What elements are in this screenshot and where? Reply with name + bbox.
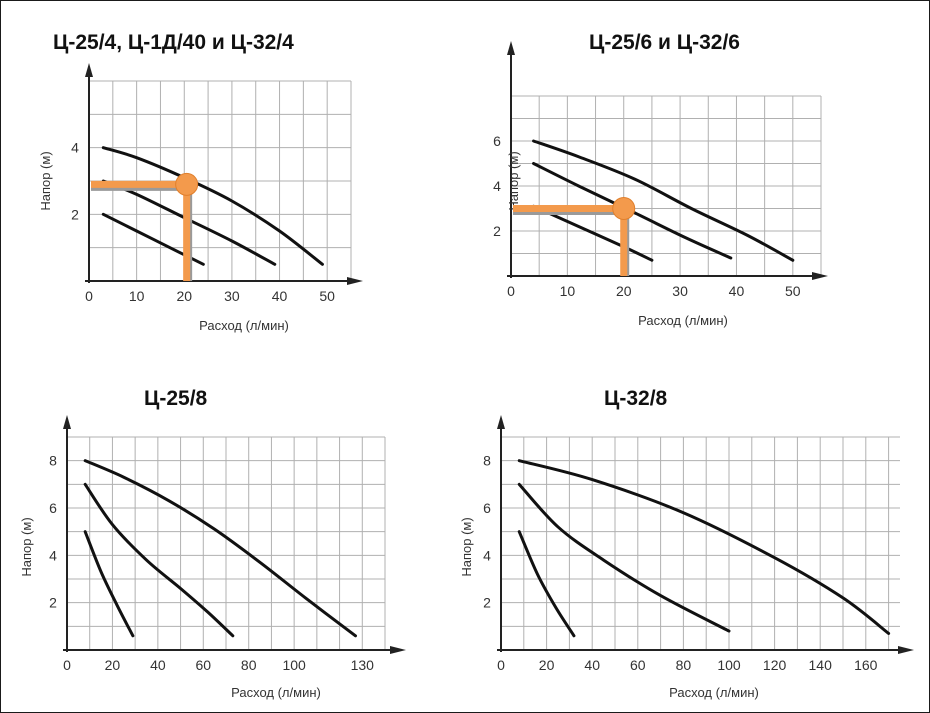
x-tick-label: 20 [176,288,192,304]
pump-curve-2 [517,482,731,633]
operating-point-dot [612,197,636,220]
chart-2-svg: 0 10 20 30 40 50 2 4 6 Расход (л/мин) Напор (м) [493,41,828,328]
chart-4-svg: 0 20 40 60 80 100 120 140 160 2 4 6 8 Расход (л/мин) Н… [459,415,914,700]
chart-panel-4: Ц-32/8 0 20 40 60 80 100 120 140 160 2 4 6 8 Расход (… [459,357,930,713]
x-axis-label: Расход (л/мин) [638,313,728,328]
x-axis-label: Расход (л/мин) [199,318,289,333]
x-tick-label: 10 [129,288,145,304]
y-tick-label: 2 [71,206,79,222]
x-tick-label: 140 [809,657,833,673]
y-tick-label: 4 [49,547,57,563]
chart-panel-3: Ц-25/8 0 20 40 60 80 100 130 2 4 6 8 Расход (л/мин)… [1,357,466,713]
pump-curve-1 [517,459,891,635]
y-tick-label: 6 [483,500,491,516]
x-axis-arrow [390,646,406,654]
y-axis-label: Напор (м) [19,517,34,576]
x-tick-label: 100 [717,657,741,673]
y-tick-label: 4 [71,140,79,156]
x-tick-label: 80 [241,657,257,673]
y-tick-label: 4 [483,547,491,563]
y-tick-label: 2 [493,223,501,239]
chart-3-svg: 0 20 40 60 80 100 130 2 4 6 8 Расход (л/мин) Напор (… [19,415,406,700]
x-axis-arrow [898,646,914,654]
x-tick-label: 0 [85,288,93,304]
y-axis-label: Напор (м) [459,517,474,576]
x-tick-label: 30 [672,283,688,299]
x-tick-label: 60 [195,657,211,673]
pump-curve-1 [532,139,795,262]
x-tick-label: 30 [224,288,240,304]
pump-curve-2 [83,482,235,638]
pump-curve-3 [532,204,654,262]
y-tick-label: 6 [49,500,57,516]
y-tick-label: 8 [49,453,57,469]
x-tick-label: 0 [63,657,71,673]
pump-curve-3 [517,530,576,638]
chart-panel-1: Ц-25/4, Ц-1Д/40 и Ц-32/4 0 10 20 30 40 50 2 4 Ра… [1,1,466,357]
x-tick-label: 40 [729,283,745,299]
y-tick-label: 6 [493,133,501,149]
x-tick-label: 20 [539,657,555,673]
x-tick-label: 130 [351,657,375,673]
x-tick-label: 100 [282,657,306,673]
chart-panel-2: Ц-25/6 и Ц-32/6 0 10 20 30 40 50 2 4 6 Расход (л/… [466,1,930,357]
chart-title: Ц-25/6 и Ц-32/6 [589,31,740,54]
x-tick-label: 40 [150,657,166,673]
x-tick-label: 0 [497,657,505,673]
x-tick-label: 80 [676,657,692,673]
y-axis-arrow [507,41,515,55]
y-axis-arrow [63,415,71,429]
x-tick-label: 120 [763,657,787,673]
x-axis-arrow [812,272,828,280]
x-tick-label: 40 [272,288,288,304]
y-axis-arrow [85,63,93,77]
x-tick-label: 20 [105,657,121,673]
x-tick-label: 40 [584,657,600,673]
y-axis-label: Напор (м) [506,151,521,210]
x-axis-label: Расход (л/мин) [669,685,759,700]
y-tick-label: 2 [483,595,491,611]
x-tick-label: 10 [560,283,576,299]
x-axis-arrow [347,277,363,285]
chart-title: Ц-25/8 [144,387,208,410]
y-tick-label: 8 [483,453,491,469]
x-tick-label: 0 [507,283,515,299]
x-tick-label: 50 [319,288,335,304]
pump-curve-3 [83,530,135,638]
y-tick-label: 4 [493,178,501,194]
y-axis-arrow [497,415,505,429]
x-tick-label: 160 [854,657,878,673]
x-tick-label: 60 [630,657,646,673]
pump-curve-2 [532,162,733,260]
x-axis-label: Расход (л/мин) [231,685,321,700]
chart-title: Ц-32/8 [604,387,668,410]
chart-title: Ц-25/4, Ц-1Д/40 и Ц-32/4 [53,31,294,54]
operating-point-dot [175,172,199,196]
y-axis-label: Напор (м) [38,151,53,210]
chart-1-svg: 0 10 20 30 40 50 2 4 Расход (л/мин) Напор (м) [38,63,363,333]
x-tick-label: 50 [785,283,801,299]
pump-curve-1 [83,459,357,638]
pump-curve-1 [101,146,324,266]
y-tick-label: 2 [49,595,57,611]
x-tick-label: 20 [616,283,632,299]
